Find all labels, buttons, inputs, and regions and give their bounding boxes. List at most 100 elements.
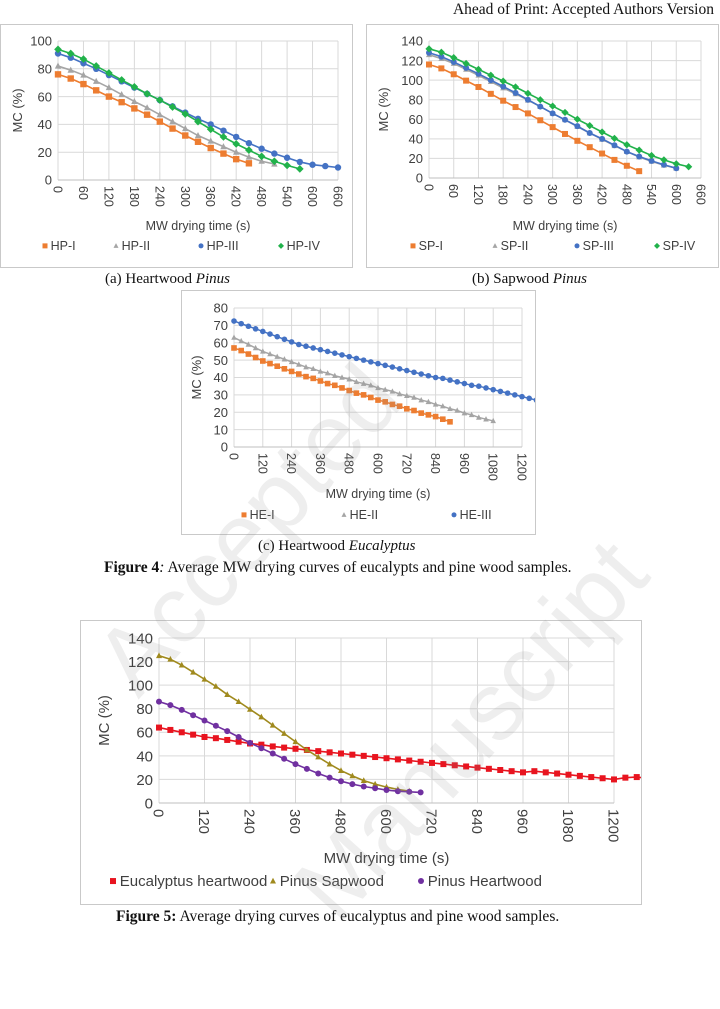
data-point: [131, 97, 138, 105]
y-tick-label: 20: [214, 405, 228, 420]
legend-label: SP-III: [583, 239, 614, 253]
x-tick-label: 1080: [486, 453, 500, 481]
data-point: [531, 768, 538, 775]
y-tick-label: 60: [409, 112, 423, 127]
x-tick-label: 1200: [515, 453, 529, 481]
data-point: [247, 739, 253, 746]
data-point: [245, 160, 253, 167]
data-point: [245, 146, 253, 154]
data-point: [411, 394, 417, 400]
x-tick-label: 0: [150, 809, 167, 817]
x-tick-label: 600: [377, 809, 394, 834]
data-point: [247, 706, 253, 712]
data-point: [252, 344, 259, 351]
data-point: [194, 117, 202, 126]
data-point: [623, 148, 630, 155]
data-point: [461, 380, 468, 387]
data-point: [586, 129, 593, 136]
data-point: [315, 748, 322, 755]
data-point: [450, 71, 457, 78]
y-tick-label: 0: [145, 795, 153, 812]
y-tick-label: 40: [38, 117, 52, 132]
data-point: [576, 772, 583, 779]
legend-marker: [110, 878, 116, 885]
data-point: [483, 385, 489, 391]
x-tick-label: 960: [457, 453, 471, 474]
data-point: [212, 722, 219, 729]
data-point: [432, 374, 439, 381]
data-point: [549, 110, 556, 117]
data-point: [512, 392, 518, 398]
data-point: [487, 77, 494, 84]
data-point: [483, 416, 489, 422]
data-point: [303, 363, 309, 370]
data-point: [224, 728, 231, 735]
x-tick-label: 480: [254, 186, 268, 207]
data-point: [269, 743, 276, 750]
legend-label: SP-IV: [663, 239, 696, 253]
data-point: [524, 110, 531, 117]
data-point: [252, 326, 259, 332]
data-point: [447, 377, 453, 383]
y-axis-title: MC (%): [376, 87, 391, 131]
data-point: [288, 358, 295, 365]
data-point: [338, 767, 344, 773]
data-point: [346, 387, 352, 394]
data-point: [156, 118, 164, 125]
data-point: [118, 98, 125, 106]
data-point: [238, 320, 244, 327]
x-tick-label: 720: [399, 453, 413, 474]
series-line: [57, 65, 275, 165]
data-point: [411, 369, 417, 376]
data-point: [537, 103, 544, 110]
data-point: [360, 380, 367, 386]
data-point: [673, 165, 680, 172]
chart-a: 0 20 40 60 80 100 0 60 120 180 240 300 360 420 480 540 6…: [10, 34, 344, 253]
data-point: [178, 729, 185, 736]
legend: HP-I HP-II HP-III HP-IV: [42, 239, 321, 253]
data-point: [425, 412, 432, 418]
data-point: [155, 96, 164, 104]
data-point: [389, 364, 396, 370]
x-tick-label: 300: [545, 184, 559, 205]
data-point: [245, 351, 252, 357]
y-tick-label: 30: [214, 388, 228, 403]
data-point: [375, 384, 381, 391]
y-tick-label: 0: [45, 173, 52, 188]
x-tick-label: 240: [152, 186, 166, 207]
data-point: [500, 97, 507, 104]
data-point: [524, 96, 531, 103]
data-point: [339, 374, 345, 380]
data-point: [178, 706, 185, 713]
legend-label: SP-II: [501, 239, 529, 253]
data-point: [245, 341, 252, 347]
data-point: [117, 76, 126, 84]
x-tick-label: 480: [332, 809, 349, 834]
data-point: [588, 774, 595, 781]
data-point: [611, 156, 618, 163]
x-tick-label: 600: [669, 184, 683, 205]
x-tick-label: 480: [342, 453, 356, 474]
data-point: [375, 360, 381, 367]
x-tick-label: 420: [595, 184, 609, 205]
data-point: [622, 774, 629, 781]
data-point: [404, 392, 410, 398]
series-pinus-heartwood: [156, 698, 424, 796]
y-tick-label: 0: [221, 440, 228, 455]
data-point: [394, 756, 401, 763]
data-point: [281, 366, 288, 372]
subcaption-a: (a) Heartwood Pinus: [105, 271, 230, 288]
data-point: [647, 151, 656, 160]
x-axis-title: MW drying time (s): [326, 487, 431, 501]
data-point: [511, 83, 520, 91]
data-point: [418, 397, 424, 403]
data-point: [267, 350, 273, 357]
y-tick-label: 120: [401, 53, 423, 68]
data-point: [190, 668, 197, 675]
x-tick-label: 120: [255, 453, 269, 474]
y-tick-label: 40: [214, 370, 228, 385]
x-tick-label: 360: [203, 186, 217, 207]
x-tick-label: 360: [570, 184, 584, 205]
data-point: [425, 398, 432, 405]
data-point: [346, 353, 352, 360]
